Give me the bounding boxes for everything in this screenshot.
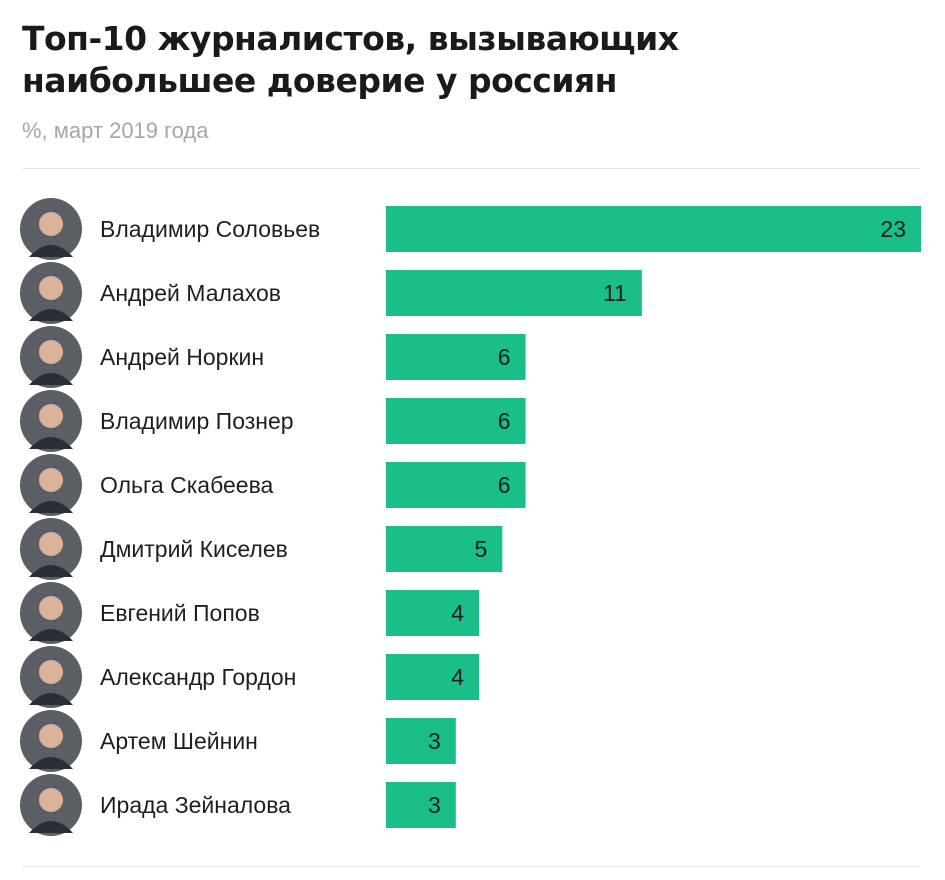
category-label: Дмитрий Киселев — [100, 536, 288, 562]
bar — [386, 782, 456, 828]
bar — [386, 590, 480, 636]
category-label: Андрей Малахов — [100, 280, 281, 306]
bar-row: Евгений Попов 4 — [20, 582, 480, 644]
value-label: 23 — [880, 216, 906, 242]
avatar-icon — [20, 390, 82, 452]
avatar-icon — [20, 518, 82, 580]
value-label: 4 — [451, 600, 464, 626]
avatar-icon — [20, 198, 82, 260]
value-label: 4 — [451, 664, 464, 690]
bar-row: Дмитрий Киселев 5 — [20, 518, 503, 580]
category-label: Ольга Скабеева — [100, 472, 274, 498]
avatar-shoulders — [29, 565, 73, 577]
avatar-shoulders — [29, 629, 73, 641]
avatar-head — [39, 276, 63, 300]
avatar-head — [39, 596, 63, 620]
avatar-shoulders — [29, 757, 73, 769]
avatar-head — [39, 404, 63, 428]
bar-row: Владимир Соловьев 23 — [20, 198, 921, 260]
bar-row: Александр Гордон 4 — [20, 646, 480, 708]
avatar-head — [39, 788, 63, 812]
avatar-shoulders — [29, 373, 73, 385]
avatar-icon — [20, 326, 82, 388]
category-label: Артем Шейнин — [100, 728, 258, 754]
bar — [386, 526, 503, 572]
avatar-shoulders — [29, 309, 73, 321]
avatar-head — [39, 724, 63, 748]
bar — [386, 718, 456, 764]
bar — [386, 462, 526, 508]
avatar-shoulders — [29, 245, 73, 257]
value-label: 5 — [475, 536, 488, 562]
avatar-head — [39, 468, 63, 492]
bottom-divider — [22, 866, 920, 867]
value-label: 6 — [498, 408, 511, 434]
avatar-head — [39, 340, 63, 364]
bar — [386, 654, 480, 700]
value-label: 3 — [428, 728, 441, 754]
top-divider — [22, 168, 920, 169]
bar-row: Ольга Скабеева 6 — [20, 454, 526, 516]
avatar-head — [39, 660, 63, 684]
bar-row: Андрей Малахов 11 — [20, 262, 642, 324]
bar-row: Владимир Познер 6 — [20, 390, 526, 452]
bar-row: Андрей Норкин 6 — [20, 326, 526, 388]
category-label: Ирада Зейналова — [100, 792, 291, 818]
avatar-icon — [20, 646, 82, 708]
bar — [386, 270, 642, 316]
value-label: 3 — [428, 792, 441, 818]
avatar-icon — [20, 710, 82, 772]
chart-subtitle: %, март 2019 года — [22, 118, 209, 143]
bar — [386, 206, 921, 252]
value-label: 11 — [603, 280, 627, 306]
avatar-head — [39, 212, 63, 236]
value-label: 6 — [498, 472, 511, 498]
category-label: Александр Гордон — [100, 664, 296, 690]
bar-row: Ирада Зейналова 3 — [20, 774, 456, 836]
chart-title: Топ-10 журналистов, вызывающих наибольше… — [22, 19, 679, 100]
avatar-shoulders — [29, 437, 73, 449]
avatar-icon — [20, 774, 82, 836]
bar-row: Артем Шейнин 3 — [20, 710, 456, 772]
category-label: Евгений Попов — [100, 600, 260, 626]
value-label: 6 — [498, 344, 511, 370]
avatar-shoulders — [29, 821, 73, 833]
bar — [386, 334, 526, 380]
avatar-icon — [20, 582, 82, 644]
bar — [386, 398, 526, 444]
category-label: Владимир Познер — [100, 408, 294, 434]
category-label: Андрей Норкин — [100, 344, 264, 370]
category-label: Владимир Соловьев — [100, 216, 320, 242]
avatar-icon — [20, 454, 82, 516]
avatar-head — [39, 532, 63, 556]
avatar-icon — [20, 262, 82, 324]
avatar-shoulders — [29, 693, 73, 705]
avatar-shoulders — [29, 501, 73, 513]
